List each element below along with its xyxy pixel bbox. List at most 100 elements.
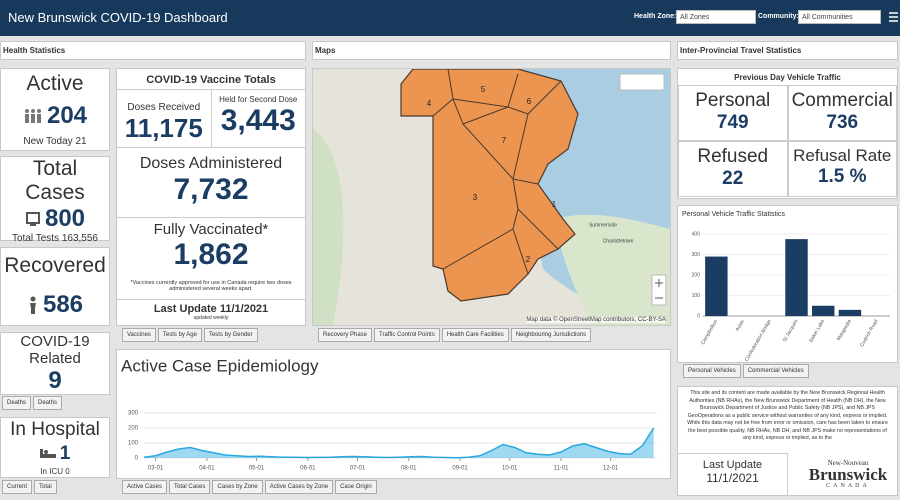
icon — [39, 449, 56, 458]
tab-bar: Vaccines Tests by Age Tests by Gender — [122, 328, 258, 342]
stat-value-row: 800 — [25, 205, 85, 233]
stat-value-row: 1 — [39, 443, 70, 465]
stat-label: Recovered — [4, 254, 106, 278]
tab[interactable]: Neighbouring Jurisdictions — [510, 328, 592, 342]
stat-note: In ICU 0 — [40, 467, 70, 476]
tab[interactable]: Current — [2, 480, 33, 494]
label: Doses Administered — [139, 155, 283, 172]
tab-bar: Current Total — [2, 480, 57, 494]
x-tick-label: 11-01 — [554, 466, 570, 472]
section-title: Inter-Provincial Travel Statistics — [677, 41, 898, 60]
x-tick-label: Confederation Bridge — [744, 318, 773, 362]
community-select[interactable]: All Communities — [798, 10, 881, 24]
icon — [24, 109, 41, 123]
label: Health Zone: — [634, 13, 677, 20]
section-title: Health Statistics — [0, 41, 306, 60]
cell: Doses Received 11,175 — [117, 90, 212, 147]
cell: Personal 749 — [678, 85, 788, 141]
tab[interactable]: Tests by Age — [157, 328, 202, 342]
tab[interactable]: Health Care Facilities — [441, 328, 509, 342]
tab[interactable]: Active Cases — [122, 480, 168, 494]
value: 3,443 — [220, 104, 296, 137]
tab[interactable]: Commercial Vehicles — [742, 364, 809, 378]
value: 1.5 % — [817, 166, 867, 187]
tab-bar: Deaths Deaths — [2, 396, 63, 410]
tab[interactable]: Vaccines — [122, 328, 156, 342]
chart: Personal Vehicle Traffic Statistics 0 100 2… — [682, 211, 890, 363]
stat-value: 9 — [48, 367, 62, 394]
stat-value-row: 586 — [27, 291, 83, 319]
zone-label: 5 — [481, 85, 486, 94]
y-tick-label: 100 — [128, 441, 139, 447]
tab[interactable]: Traffic Control Points — [374, 328, 440, 342]
tab[interactable]: Personal Vehicles — [683, 364, 741, 378]
y-tick-label: 300 — [692, 252, 701, 258]
forest — [313, 129, 344, 325]
tab[interactable]: Total — [34, 480, 57, 494]
row: Doses Administered 7,732 — [117, 148, 305, 218]
y-tick-label: 100 — [692, 293, 701, 299]
tab[interactable]: Deaths — [2, 396, 32, 410]
vaccine-panel: COVID-19 Vaccine Totals Doses Received 11… — [116, 68, 306, 326]
tab[interactable]: Active Cases by Zone — [264, 480, 334, 494]
stat-card: In Hospital 1 In ICU 0 — [0, 417, 110, 478]
subtitle: Previous Day Vehicle Traffic — [734, 73, 841, 82]
epi-panel: Active Case Epidemiology 0 100 200 300 03-01 0… — [116, 349, 671, 479]
bar — [838, 309, 862, 316]
stat-value: 204 — [46, 102, 88, 129]
value: 736 — [826, 112, 859, 133]
travel-panel: Previous Day Vehicle Traffic Personal 749… — [677, 68, 898, 199]
label: Community: — [758, 13, 799, 20]
label: Commercial — [791, 90, 893, 111]
tab[interactable]: Recovery Phase — [318, 328, 373, 342]
zone-label: 2 — [526, 255, 531, 264]
tab[interactable]: Case Origin — [335, 480, 377, 494]
tab[interactable]: Cases by Zone — [212, 480, 263, 494]
x-tick-label: 05-01 — [249, 466, 265, 472]
y-tick-label: 0 — [135, 456, 139, 462]
y-tick-label: 300 — [128, 411, 139, 417]
map-controls — [619, 73, 667, 306]
x-tick-label: Matapedia — [836, 318, 853, 341]
row: Fully Vaccinated* 1,862 — [117, 218, 305, 278]
x-tick-label: Campbellton — [700, 318, 719, 346]
label: Last Update — [702, 459, 763, 471]
bar — [785, 239, 808, 316]
x-tick-label: 03-01 — [148, 466, 164, 472]
tab[interactable]: Tests by Gender — [203, 328, 258, 342]
stat-card: Recovered 586 — [0, 247, 110, 326]
header: New Brunswick COVID-19 Dashboard Health … — [0, 0, 900, 36]
zone-label: 6 — [527, 97, 532, 106]
x-tick-label: Aulac — [734, 318, 746, 332]
x-tick-label: 09-01 — [452, 466, 468, 472]
title: New Brunswick COVID-19 Dashboard — [8, 10, 228, 25]
label: Personal — [695, 90, 771, 111]
cell: Held for Second Dose 3,443 — [212, 90, 306, 147]
x-tick-label: 12-01 — [603, 466, 619, 472]
stat-note: Total Tests 163,556 — [12, 233, 98, 244]
x-tick-label: Cudrich Road — [859, 318, 880, 348]
stat-card: COVID-19 Related 9 — [0, 332, 110, 395]
map-tools[interactable] — [619, 73, 665, 91]
menu[interactable] — [889, 12, 898, 22]
land — [553, 214, 670, 325]
tab[interactable]: Deaths — [33, 396, 63, 410]
value: 7,732 — [173, 173, 249, 206]
tab[interactable]: Total Cases — [169, 480, 211, 494]
attribution: Map data © OpenStreetMap contributors, C… — [526, 317, 666, 323]
map: 1 2 3 4 5 6 7 Summerside Charlottetown — [313, 69, 670, 325]
x-tick-label: 04-01 — [199, 466, 215, 472]
stat-card: Active 204 New Today 21 — [0, 68, 110, 151]
zone-select[interactable]: All Zones — [676, 10, 756, 24]
stat-label: Active — [26, 72, 84, 95]
stat-note: New Today 21 — [23, 136, 87, 147]
logo: New-Nouveau Brunswick CANADA — [803, 459, 893, 489]
bar — [705, 256, 728, 316]
zoom-icons — [655, 279, 663, 299]
y-tick-label: 200 — [692, 272, 701, 278]
stat-value: 586 — [42, 290, 84, 318]
x-tick-label: 08-01 — [401, 466, 417, 472]
area — [144, 428, 654, 458]
zone-label: 3 — [473, 193, 478, 202]
last-update: Last Update 11/1/2021 — [678, 453, 788, 496]
